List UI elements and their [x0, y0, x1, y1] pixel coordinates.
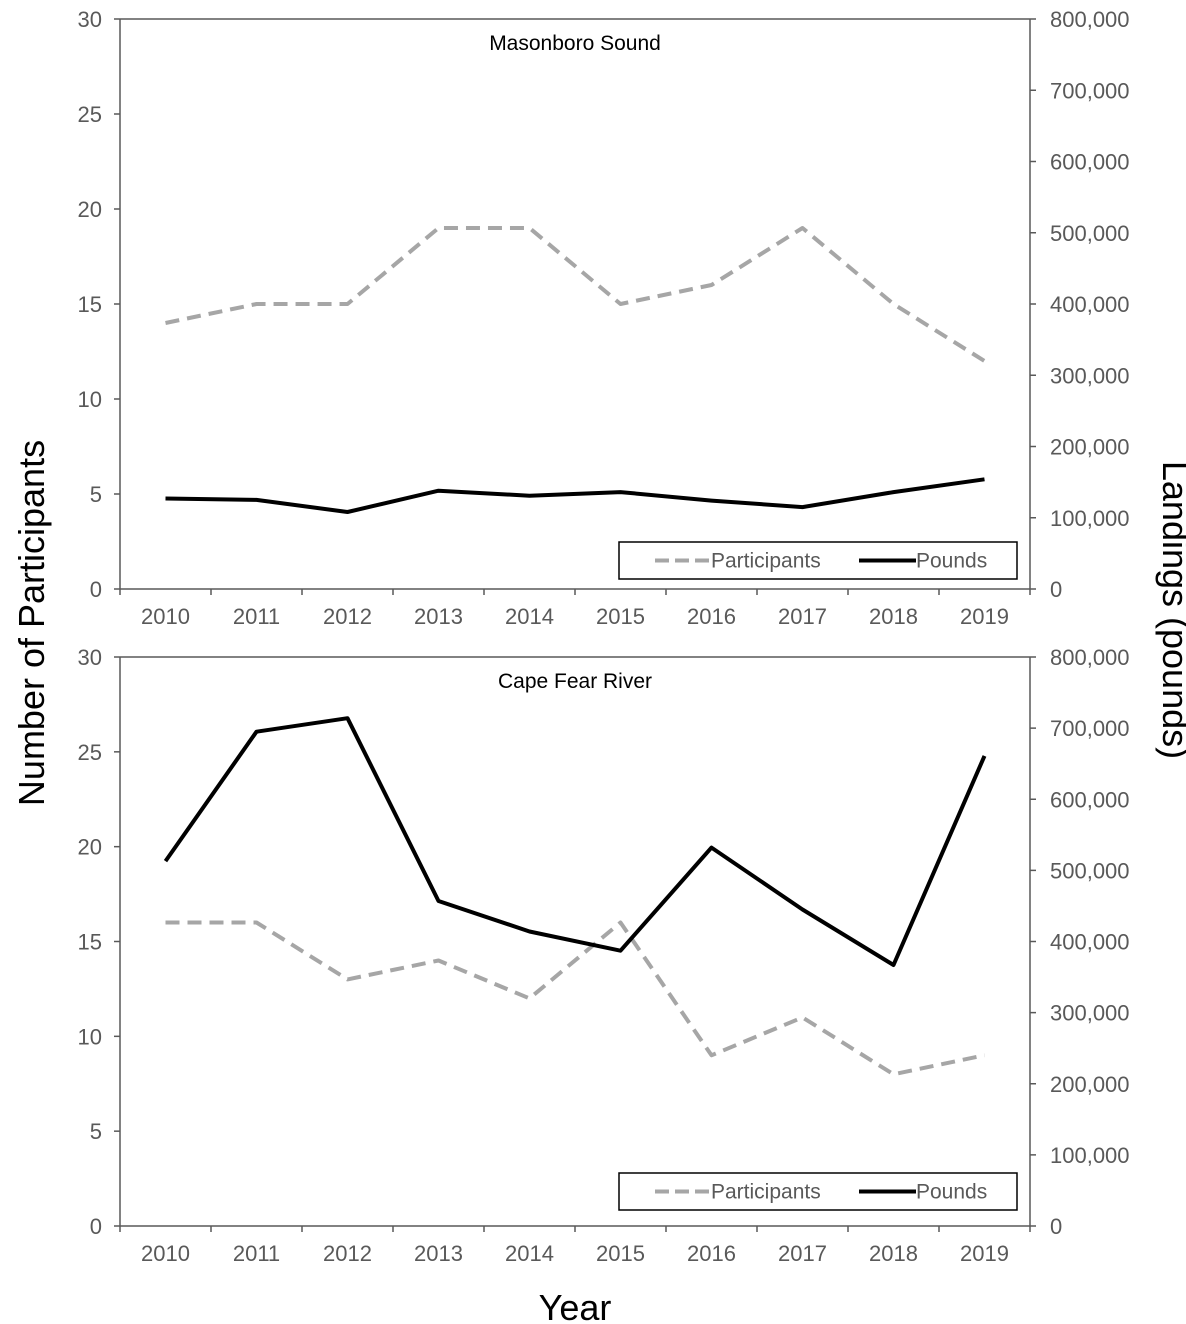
y2-tick-label: 500,000	[1050, 221, 1130, 246]
chart-panel-1: 0 5 10 15 20 25 30 0 100,000 200,000 300,000 400,00…	[78, 7, 1130, 629]
participants-series-line	[165, 226, 986, 363]
x-tick-label: 2012	[323, 604, 372, 629]
y2-tick-label: 400,000	[1050, 930, 1130, 955]
x-tick-label: 2013	[414, 604, 463, 629]
x-tick-label: 2019	[960, 604, 1009, 629]
x-tick-label: 2010	[141, 1241, 190, 1266]
x-tick-label: 2012	[323, 1241, 372, 1266]
x-tick-label: 2019	[960, 1241, 1009, 1266]
y-tick-label: 0	[90, 1214, 102, 1239]
x-tick-label: 2013	[414, 1241, 463, 1266]
y-tick-label: 15	[78, 930, 102, 955]
x-tick-label: 2015	[596, 604, 645, 629]
y2-tick-label: 600,000	[1050, 150, 1130, 175]
chart-panels: 0 5 10 15 20 25 30 0 100,000 200,000 300,000 400,00…	[78, 7, 1130, 1266]
y2-tick-label: 100,000	[1050, 1143, 1130, 1168]
x-tick-label: 2011	[233, 604, 280, 629]
participants-series-line	[165, 920, 985, 1077]
y2-tick-label: 0	[1050, 1214, 1062, 1239]
y2-tick-label: 200,000	[1050, 435, 1130, 460]
y2-axis-title: Landings (pounds)	[1155, 461, 1186, 759]
y-tick-label: 10	[78, 1024, 102, 1049]
y2-tick-label: 400,000	[1050, 292, 1130, 317]
x-tick-label: 2018	[869, 1241, 918, 1266]
x-tick-label: 2016	[687, 604, 736, 629]
legend-participants-label: Participants	[711, 550, 821, 573]
x-tick-label: 2011	[233, 1241, 280, 1266]
y-tick-label: 0	[90, 577, 102, 602]
x-tick-label: 2010	[141, 604, 190, 629]
y-tick-label: 10	[78, 387, 102, 412]
legend-pounds-label: Pounds	[916, 550, 987, 573]
y-axis-title: Number of Participants	[11, 440, 52, 806]
x-tick-label: 2016	[687, 1241, 736, 1266]
y2-tick-label: 600,000	[1050, 787, 1130, 812]
y2-tick-label: 0	[1050, 577, 1062, 602]
y2-tick-label: 800,000	[1050, 645, 1130, 670]
pounds-series-line	[165, 477, 985, 514]
legend-participants-label: Participants	[711, 1181, 821, 1204]
y2-tick-label: 300,000	[1050, 363, 1130, 388]
y-tick-label: 5	[90, 482, 102, 507]
x-tick-label: 2014	[505, 604, 554, 629]
y2-tick-label: 500,000	[1050, 858, 1130, 883]
y-tick-label: 5	[90, 1119, 102, 1144]
y-tick-label: 30	[78, 645, 102, 670]
y-tick-label: 30	[78, 7, 102, 32]
panel-title: Masonboro Sound	[489, 32, 661, 55]
x-tick-label: 2018	[869, 604, 918, 629]
y-tick-label: 20	[78, 835, 102, 860]
y2-tick-label: 300,000	[1050, 1001, 1130, 1026]
y-tick-label: 25	[78, 740, 102, 765]
x-axis-title: Year	[539, 1287, 612, 1324]
panel-title: Cape Fear River	[498, 670, 652, 693]
y-tick-label: 20	[78, 197, 102, 222]
legend-pounds-label: Pounds	[916, 1181, 987, 1204]
y2-tick-label: 100,000	[1050, 506, 1130, 531]
y2-tick-label: 700,000	[1050, 716, 1130, 741]
y2-tick-label: 700,000	[1050, 78, 1130, 103]
x-tick-label: 2017	[778, 1241, 827, 1266]
x-tick-label: 2015	[596, 1241, 645, 1266]
pounds-series-line	[163, 716, 987, 967]
y2-tick-label: 800,000	[1050, 7, 1130, 32]
y2-tick-label: 200,000	[1050, 1072, 1130, 1097]
x-tick-label: 2014	[505, 1241, 554, 1266]
y-tick-label: 25	[78, 102, 102, 127]
y-tick-label: 15	[78, 292, 102, 317]
chart-panel-2: 0 5 10 15 20 25 30 0 100,000 200,000 300,000 400,00…	[78, 645, 1130, 1266]
x-tick-label: 2017	[778, 604, 827, 629]
